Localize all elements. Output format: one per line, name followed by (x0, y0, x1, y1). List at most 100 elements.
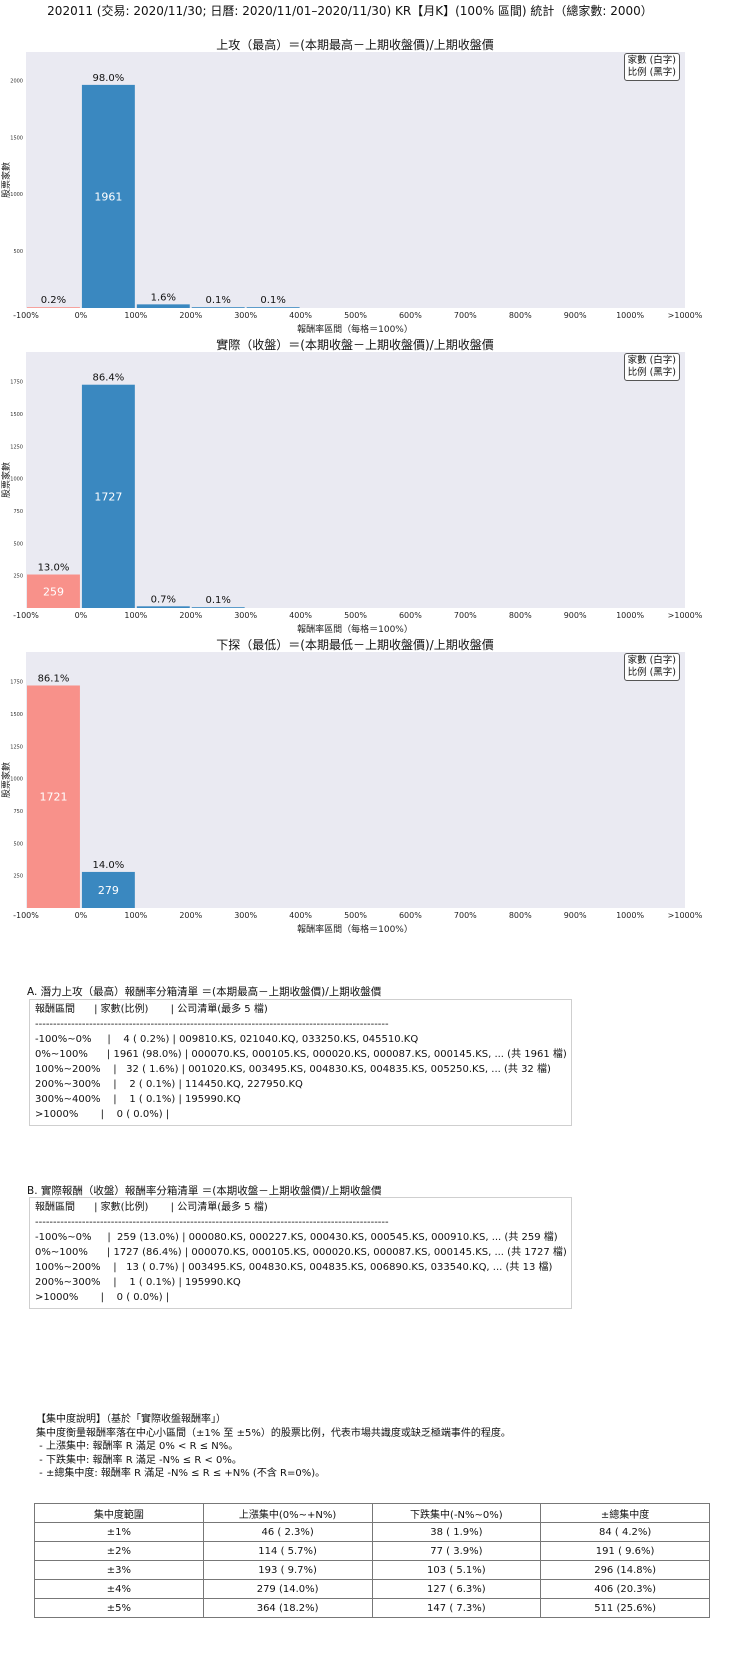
concentration-desc: 集中度衡量報酬率落在中心小區間（±1% 至 ±5%）的股票比例，代表市場共識度或… (36, 1427, 511, 1439)
concentration-bullet: - ±總集中度: 報酬率 R 滿足 -N% ≤ R ≤ +N% (不含 R=0%… (36, 1468, 326, 1479)
chart-title: 下探（最低）＝(本期最低－上期收盤價)/上期收盤價 (216, 638, 493, 652)
table-cell: 406 (20.3%) (540, 1579, 710, 1599)
y-tick-label: 500 (13, 249, 23, 255)
bar (246, 307, 300, 308)
y-tick-label: 2000 (10, 78, 23, 84)
x-tick-label: 200% (179, 911, 202, 920)
x-tick-label: 100% (124, 311, 147, 320)
table-cell: 114 ( 5.7%) (202, 1541, 373, 1561)
table-cell: ±1% (34, 1522, 204, 1542)
x-axis-label: 報酬率區間（每格＝100%） (297, 623, 413, 635)
concentration-heading: 【集中度說明】（基於「實際收盤報酬率」） (36, 1414, 226, 1425)
x-tick-label: 400% (289, 911, 312, 920)
concentration-notes: 【集中度說明】（基於「實際收盤報酬率」） 集中度衡量報酬率落在中心小區間（±1%… (36, 1413, 511, 1481)
table-cell: 127 ( 6.3%) (371, 1579, 542, 1599)
y-tick-label: 1500 (10, 135, 23, 141)
table-cell: 147 ( 7.3%) (371, 1598, 542, 1618)
table-header-row: 集中度範圍 上漲集中(0%~+N%) 下跌集中(-N%~0%) ±總集中度 (34, 1503, 710, 1523)
section-a-line: 100%~200% | 32 ( 1.6%) | 001020.KS, 0034… (35, 1064, 551, 1075)
table-cell: ±5% (34, 1598, 204, 1618)
chart-upside-svg: 上攻（最高）＝(本期最高－上期收盤價)/上期收盤價 500 1000 1500 2000… (0, 37, 703, 335)
plot-area (26, 352, 685, 608)
y-tick-label: 1500 (10, 712, 23, 718)
section-a-line: 0%~100% | 1961 (98.0%) | 000070.KS, 0001… (35, 1049, 567, 1060)
chart-downside: 下探（最低）＝(本期最低－上期收盤價)/上期收盤價 250 500 750 1000 12… (0, 638, 740, 958)
table-cell: 279 (14.0%) (202, 1579, 373, 1599)
bar (81, 871, 135, 908)
x-tick-label: 600% (399, 311, 422, 320)
section-a-title: A. 潛力上攻（最高）報酬率分箱清單 ＝(本期最高－上期收盤價)/上期收盤價 (27, 986, 382, 998)
x-tick-label: 200% (179, 611, 202, 620)
chart-title: 實際（收盤）＝(本期收盤－上期收盤價)/上期收盤價 (216, 337, 493, 352)
x-tick-label: 1000% (616, 311, 644, 320)
legend-count-label: 家數 (白字) (627, 55, 676, 66)
x-tick-label: 600% (399, 911, 422, 920)
bar-count-label: 1961 (94, 190, 122, 203)
legend-ratio-label: 比例 (黑字) (627, 667, 676, 678)
x-axis-label: 報酬率區間（每格＝100%） (297, 923, 413, 935)
x-tick-label: 300% (234, 311, 257, 320)
table-cell: 511 (25.6%) (540, 1598, 710, 1618)
x-tick-label: 900% (564, 311, 587, 320)
y-tick-label: 250 (13, 574, 23, 580)
x-tick-label: 600% (399, 611, 422, 620)
x-tick-label: 200% (179, 311, 202, 320)
plot-area (26, 52, 685, 308)
x-tick-label: 500% (344, 911, 367, 920)
table-cell: 77 ( 3.9%) (371, 1541, 542, 1561)
section-b-title: B. 實際報酬（收盤）報酬率分箱清單 ＝(本期收盤－上期收盤價)/上期收盤價 (27, 1185, 382, 1197)
bar-pct-label: 13.0% (38, 563, 70, 574)
concentration-table: 集中度範圍 上漲集中(0%~+N%) 下跌集中(-N%~0%) ±總集中度 ±1… (34, 1503, 710, 1618)
bar-pct-label: 0.2% (41, 295, 66, 306)
x-tick-label: 900% (564, 911, 587, 920)
x-tick-label: 900% (564, 611, 587, 620)
bar (27, 574, 80, 608)
x-tick-label: 1000% (616, 911, 644, 920)
table-cell: 191 ( 9.6%) (540, 1541, 710, 1561)
table-header-cell: 下跌集中(-N%~0%) (371, 1503, 542, 1523)
chart-legend: 家數 (白字) 比例 (黑字) (623, 53, 680, 81)
table-cell: 364 (18.2%) (202, 1598, 373, 1618)
x-tick-label: 400% (289, 611, 312, 620)
x-tick-label: -100% (13, 611, 39, 620)
x-tick-label: 0% (75, 311, 88, 320)
y-axis-label: 股票家數 (0, 162, 12, 198)
x-tick-label: 1000% (616, 611, 644, 620)
table-cell: ±4% (34, 1579, 204, 1599)
section-b-line: ----------------------------------------… (35, 1217, 389, 1228)
bar-count-label: 279 (98, 884, 119, 897)
y-tick-label: 1250 (10, 744, 23, 750)
x-tick-label: 100% (124, 911, 147, 920)
section-b-line: 報酬區間 | 家數(比例) | 公司清單(最多 5 檔) (35, 1202, 268, 1213)
legend-count-label: 家數 (白字) (627, 655, 676, 666)
bar-pct-label: 98.0% (92, 73, 124, 84)
bar-pct-label: 0.1% (260, 295, 285, 306)
bar (136, 606, 190, 608)
table-row: ±3% 193 ( 9.7%) 103 ( 5.1%) 296 (14.8%) (34, 1560, 710, 1580)
section-a-line: 200%~300% | 2 ( 0.1%) | 114450.KQ, 22795… (35, 1079, 303, 1090)
y-tick-label: 1500 (10, 412, 23, 418)
bar (136, 304, 190, 308)
x-tick-label: 300% (234, 911, 257, 920)
section-a-line: >1000% | 0 ( 0.0%) | (35, 1109, 170, 1120)
section-a-list: 報酬區間 | 家數(比例) | 公司清單(最多 5 檔) ------------… (29, 999, 572, 1126)
y-tick-label: 500 (13, 541, 23, 547)
section-a-line: ----------------------------------------… (35, 1019, 389, 1030)
bar-pct-label: 0.7% (151, 594, 176, 605)
y-axis-label: 股票家數 (0, 762, 12, 798)
bar-pct-label: 86.4% (92, 373, 124, 384)
bar (191, 307, 245, 308)
bar-pct-label: 86.1% (38, 673, 70, 684)
bar (81, 384, 135, 608)
table-row: ±4% 279 (14.0%) 127 ( 6.3%) 406 (20.3%) (34, 1579, 710, 1599)
legend-ratio-label: 比例 (黑字) (627, 367, 676, 378)
table-header-cell: 集中度範圍 (34, 1503, 204, 1523)
table-cell: 296 (14.8%) (540, 1560, 710, 1580)
table-cell: 46 ( 2.3%) (202, 1522, 373, 1542)
bar-pct-label: 14.0% (92, 860, 124, 871)
concentration-bullet: - 下跌集中: 報酬率 R 滿足 -N% ≤ R < 0%。 (36, 1454, 242, 1466)
chart-downside-svg: 下探（最低）＝(本期最低－上期收盤價)/上期收盤價 250 500 750 1000 12… (0, 638, 703, 935)
y-tick-label: 1250 (10, 444, 23, 450)
bar-pct-label: 0.1% (206, 595, 231, 606)
bar-pct-label: 0.1% (206, 295, 231, 306)
